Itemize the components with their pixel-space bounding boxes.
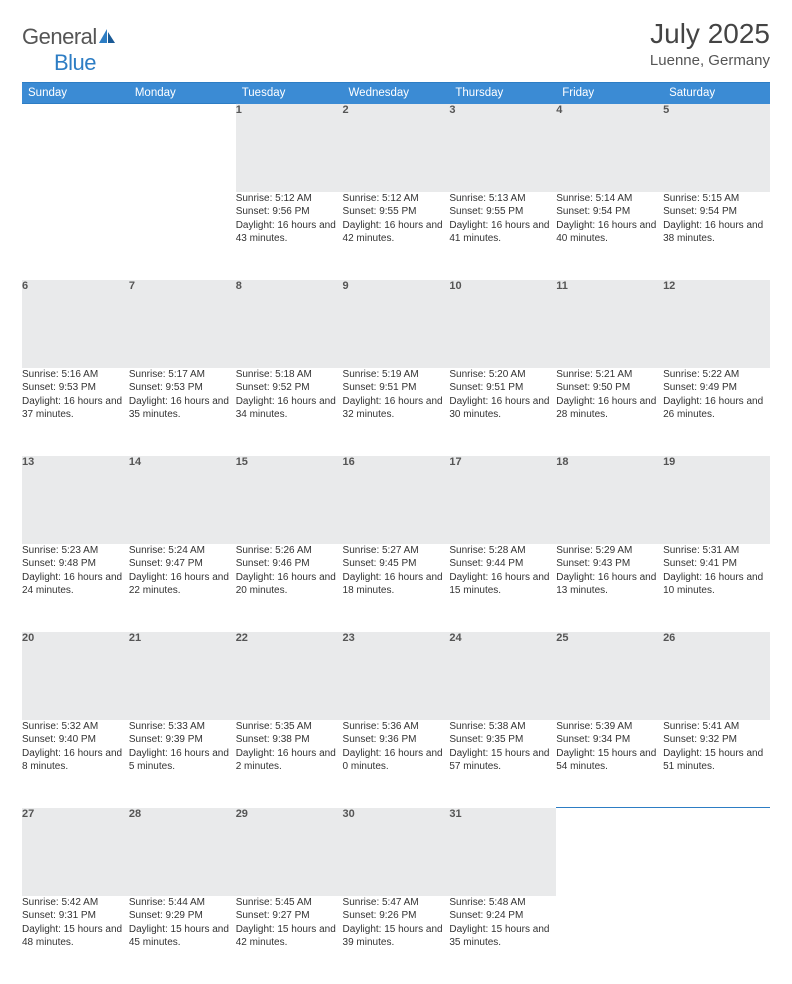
month-title: July 2025 xyxy=(650,18,770,50)
day-content-cell: Sunrise: 5:36 AMSunset: 9:36 PMDaylight:… xyxy=(343,720,450,808)
day-number-cell: 17 xyxy=(449,456,556,544)
day-content-cell: Sunrise: 5:29 AMSunset: 9:43 PMDaylight:… xyxy=(556,544,663,632)
weekday-header-row: SundayMondayTuesdayWednesdayThursdayFrid… xyxy=(22,83,770,104)
day-content-row: Sunrise: 5:32 AMSunset: 9:40 PMDaylight:… xyxy=(22,720,770,808)
day-content-row: Sunrise: 5:42 AMSunset: 9:31 PMDaylight:… xyxy=(22,896,770,984)
weekday-header: Wednesday xyxy=(343,83,450,104)
day-number-row: 12345 xyxy=(22,104,770,192)
day-content-cell: Sunrise: 5:22 AMSunset: 9:49 PMDaylight:… xyxy=(663,368,770,456)
day-content-cell: Sunrise: 5:20 AMSunset: 9:51 PMDaylight:… xyxy=(449,368,556,456)
day-content-cell: Sunrise: 5:31 AMSunset: 9:41 PMDaylight:… xyxy=(663,544,770,632)
calendar-table: SundayMondayTuesdayWednesdayThursdayFrid… xyxy=(22,82,770,984)
day-number-cell: 9 xyxy=(343,280,450,368)
day-number-cell: 7 xyxy=(129,280,236,368)
day-number-cell: 6 xyxy=(22,280,129,368)
day-number-cell: 25 xyxy=(556,632,663,720)
day-number-cell: 3 xyxy=(449,104,556,192)
day-content-row: Sunrise: 5:16 AMSunset: 9:53 PMDaylight:… xyxy=(22,368,770,456)
empty-cell xyxy=(556,896,663,984)
day-content-cell: Sunrise: 5:18 AMSunset: 9:52 PMDaylight:… xyxy=(236,368,343,456)
day-content-cell: Sunrise: 5:19 AMSunset: 9:51 PMDaylight:… xyxy=(343,368,450,456)
weekday-header: Saturday xyxy=(663,83,770,104)
day-number-cell: 4 xyxy=(556,104,663,192)
weekday-header: Friday xyxy=(556,83,663,104)
empty-cell xyxy=(129,192,236,280)
day-content-cell: Sunrise: 5:13 AMSunset: 9:55 PMDaylight:… xyxy=(449,192,556,280)
day-number-cell: 5 xyxy=(663,104,770,192)
brand-word-2: Blue xyxy=(54,50,96,75)
day-content-cell: Sunrise: 5:26 AMSunset: 9:46 PMDaylight:… xyxy=(236,544,343,632)
day-number-row: 2728293031 xyxy=(22,808,770,896)
day-number-cell: 14 xyxy=(129,456,236,544)
day-number-cell: 23 xyxy=(343,632,450,720)
day-content-cell: Sunrise: 5:16 AMSunset: 9:53 PMDaylight:… xyxy=(22,368,129,456)
weekday-header: Tuesday xyxy=(236,83,343,104)
day-number-cell: 11 xyxy=(556,280,663,368)
day-number-cell: 22 xyxy=(236,632,343,720)
day-content-cell: Sunrise: 5:35 AMSunset: 9:38 PMDaylight:… xyxy=(236,720,343,808)
day-content-cell: Sunrise: 5:45 AMSunset: 9:27 PMDaylight:… xyxy=(236,896,343,984)
brand-logo: GeneralBlue xyxy=(22,24,116,76)
day-number-row: 20212223242526 xyxy=(22,632,770,720)
page-header: GeneralBlue July 2025 Luenne, Germany xyxy=(22,18,770,76)
day-number-row: 6789101112 xyxy=(22,280,770,368)
day-number-cell: 27 xyxy=(22,808,129,896)
calendar-body: 12345Sunrise: 5:12 AMSunset: 9:56 PMDayl… xyxy=(22,104,770,984)
day-content-cell: Sunrise: 5:42 AMSunset: 9:31 PMDaylight:… xyxy=(22,896,129,984)
day-number-cell: 13 xyxy=(22,456,129,544)
day-number-cell: 16 xyxy=(343,456,450,544)
day-number-cell: 15 xyxy=(236,456,343,544)
day-content-cell: Sunrise: 5:24 AMSunset: 9:47 PMDaylight:… xyxy=(129,544,236,632)
day-content-cell: Sunrise: 5:23 AMSunset: 9:48 PMDaylight:… xyxy=(22,544,129,632)
day-content-cell: Sunrise: 5:32 AMSunset: 9:40 PMDaylight:… xyxy=(22,720,129,808)
day-number-cell: 28 xyxy=(129,808,236,896)
day-content-cell: Sunrise: 5:14 AMSunset: 9:54 PMDaylight:… xyxy=(556,192,663,280)
day-content-row: Sunrise: 5:23 AMSunset: 9:48 PMDaylight:… xyxy=(22,544,770,632)
day-content-row: Sunrise: 5:12 AMSunset: 9:56 PMDaylight:… xyxy=(22,192,770,280)
day-content-cell: Sunrise: 5:12 AMSunset: 9:55 PMDaylight:… xyxy=(343,192,450,280)
day-content-cell: Sunrise: 5:38 AMSunset: 9:35 PMDaylight:… xyxy=(449,720,556,808)
empty-cell xyxy=(663,896,770,984)
day-number-row: 13141516171819 xyxy=(22,456,770,544)
empty-cell xyxy=(663,808,770,896)
day-number-cell: 21 xyxy=(129,632,236,720)
day-content-cell: Sunrise: 5:44 AMSunset: 9:29 PMDaylight:… xyxy=(129,896,236,984)
day-number-cell: 18 xyxy=(556,456,663,544)
day-number-cell: 29 xyxy=(236,808,343,896)
day-content-cell: Sunrise: 5:17 AMSunset: 9:53 PMDaylight:… xyxy=(129,368,236,456)
day-number-cell: 26 xyxy=(663,632,770,720)
empty-cell xyxy=(556,808,663,896)
day-content-cell: Sunrise: 5:41 AMSunset: 9:32 PMDaylight:… xyxy=(663,720,770,808)
weekday-header: Sunday xyxy=(22,83,129,104)
day-content-cell: Sunrise: 5:28 AMSunset: 9:44 PMDaylight:… xyxy=(449,544,556,632)
day-number-cell: 30 xyxy=(343,808,450,896)
day-number-cell: 10 xyxy=(449,280,556,368)
day-number-cell: 31 xyxy=(449,808,556,896)
title-block: July 2025 Luenne, Germany xyxy=(650,18,770,73)
day-content-cell: Sunrise: 5:47 AMSunset: 9:26 PMDaylight:… xyxy=(343,896,450,984)
day-number-cell: 20 xyxy=(22,632,129,720)
brand-name: GeneralBlue xyxy=(22,24,116,76)
day-content-cell: Sunrise: 5:39 AMSunset: 9:34 PMDaylight:… xyxy=(556,720,663,808)
brand-word-1: General xyxy=(22,24,97,49)
location-label: Luenne, Germany xyxy=(650,52,770,69)
day-number-cell: 2 xyxy=(343,104,450,192)
sail-icon xyxy=(98,28,116,44)
day-number-cell: 8 xyxy=(236,280,343,368)
day-number-cell: 12 xyxy=(663,280,770,368)
day-number-cell: 1 xyxy=(236,104,343,192)
day-content-cell: Sunrise: 5:12 AMSunset: 9:56 PMDaylight:… xyxy=(236,192,343,280)
day-number-cell: 24 xyxy=(449,632,556,720)
day-content-cell: Sunrise: 5:48 AMSunset: 9:24 PMDaylight:… xyxy=(449,896,556,984)
day-content-cell: Sunrise: 5:15 AMSunset: 9:54 PMDaylight:… xyxy=(663,192,770,280)
empty-cell xyxy=(129,104,236,192)
day-content-cell: Sunrise: 5:27 AMSunset: 9:45 PMDaylight:… xyxy=(343,544,450,632)
weekday-header: Thursday xyxy=(449,83,556,104)
weekday-header: Monday xyxy=(129,83,236,104)
day-content-cell: Sunrise: 5:21 AMSunset: 9:50 PMDaylight:… xyxy=(556,368,663,456)
empty-cell xyxy=(22,104,129,192)
day-content-cell: Sunrise: 5:33 AMSunset: 9:39 PMDaylight:… xyxy=(129,720,236,808)
day-number-cell: 19 xyxy=(663,456,770,544)
empty-cell xyxy=(22,192,129,280)
